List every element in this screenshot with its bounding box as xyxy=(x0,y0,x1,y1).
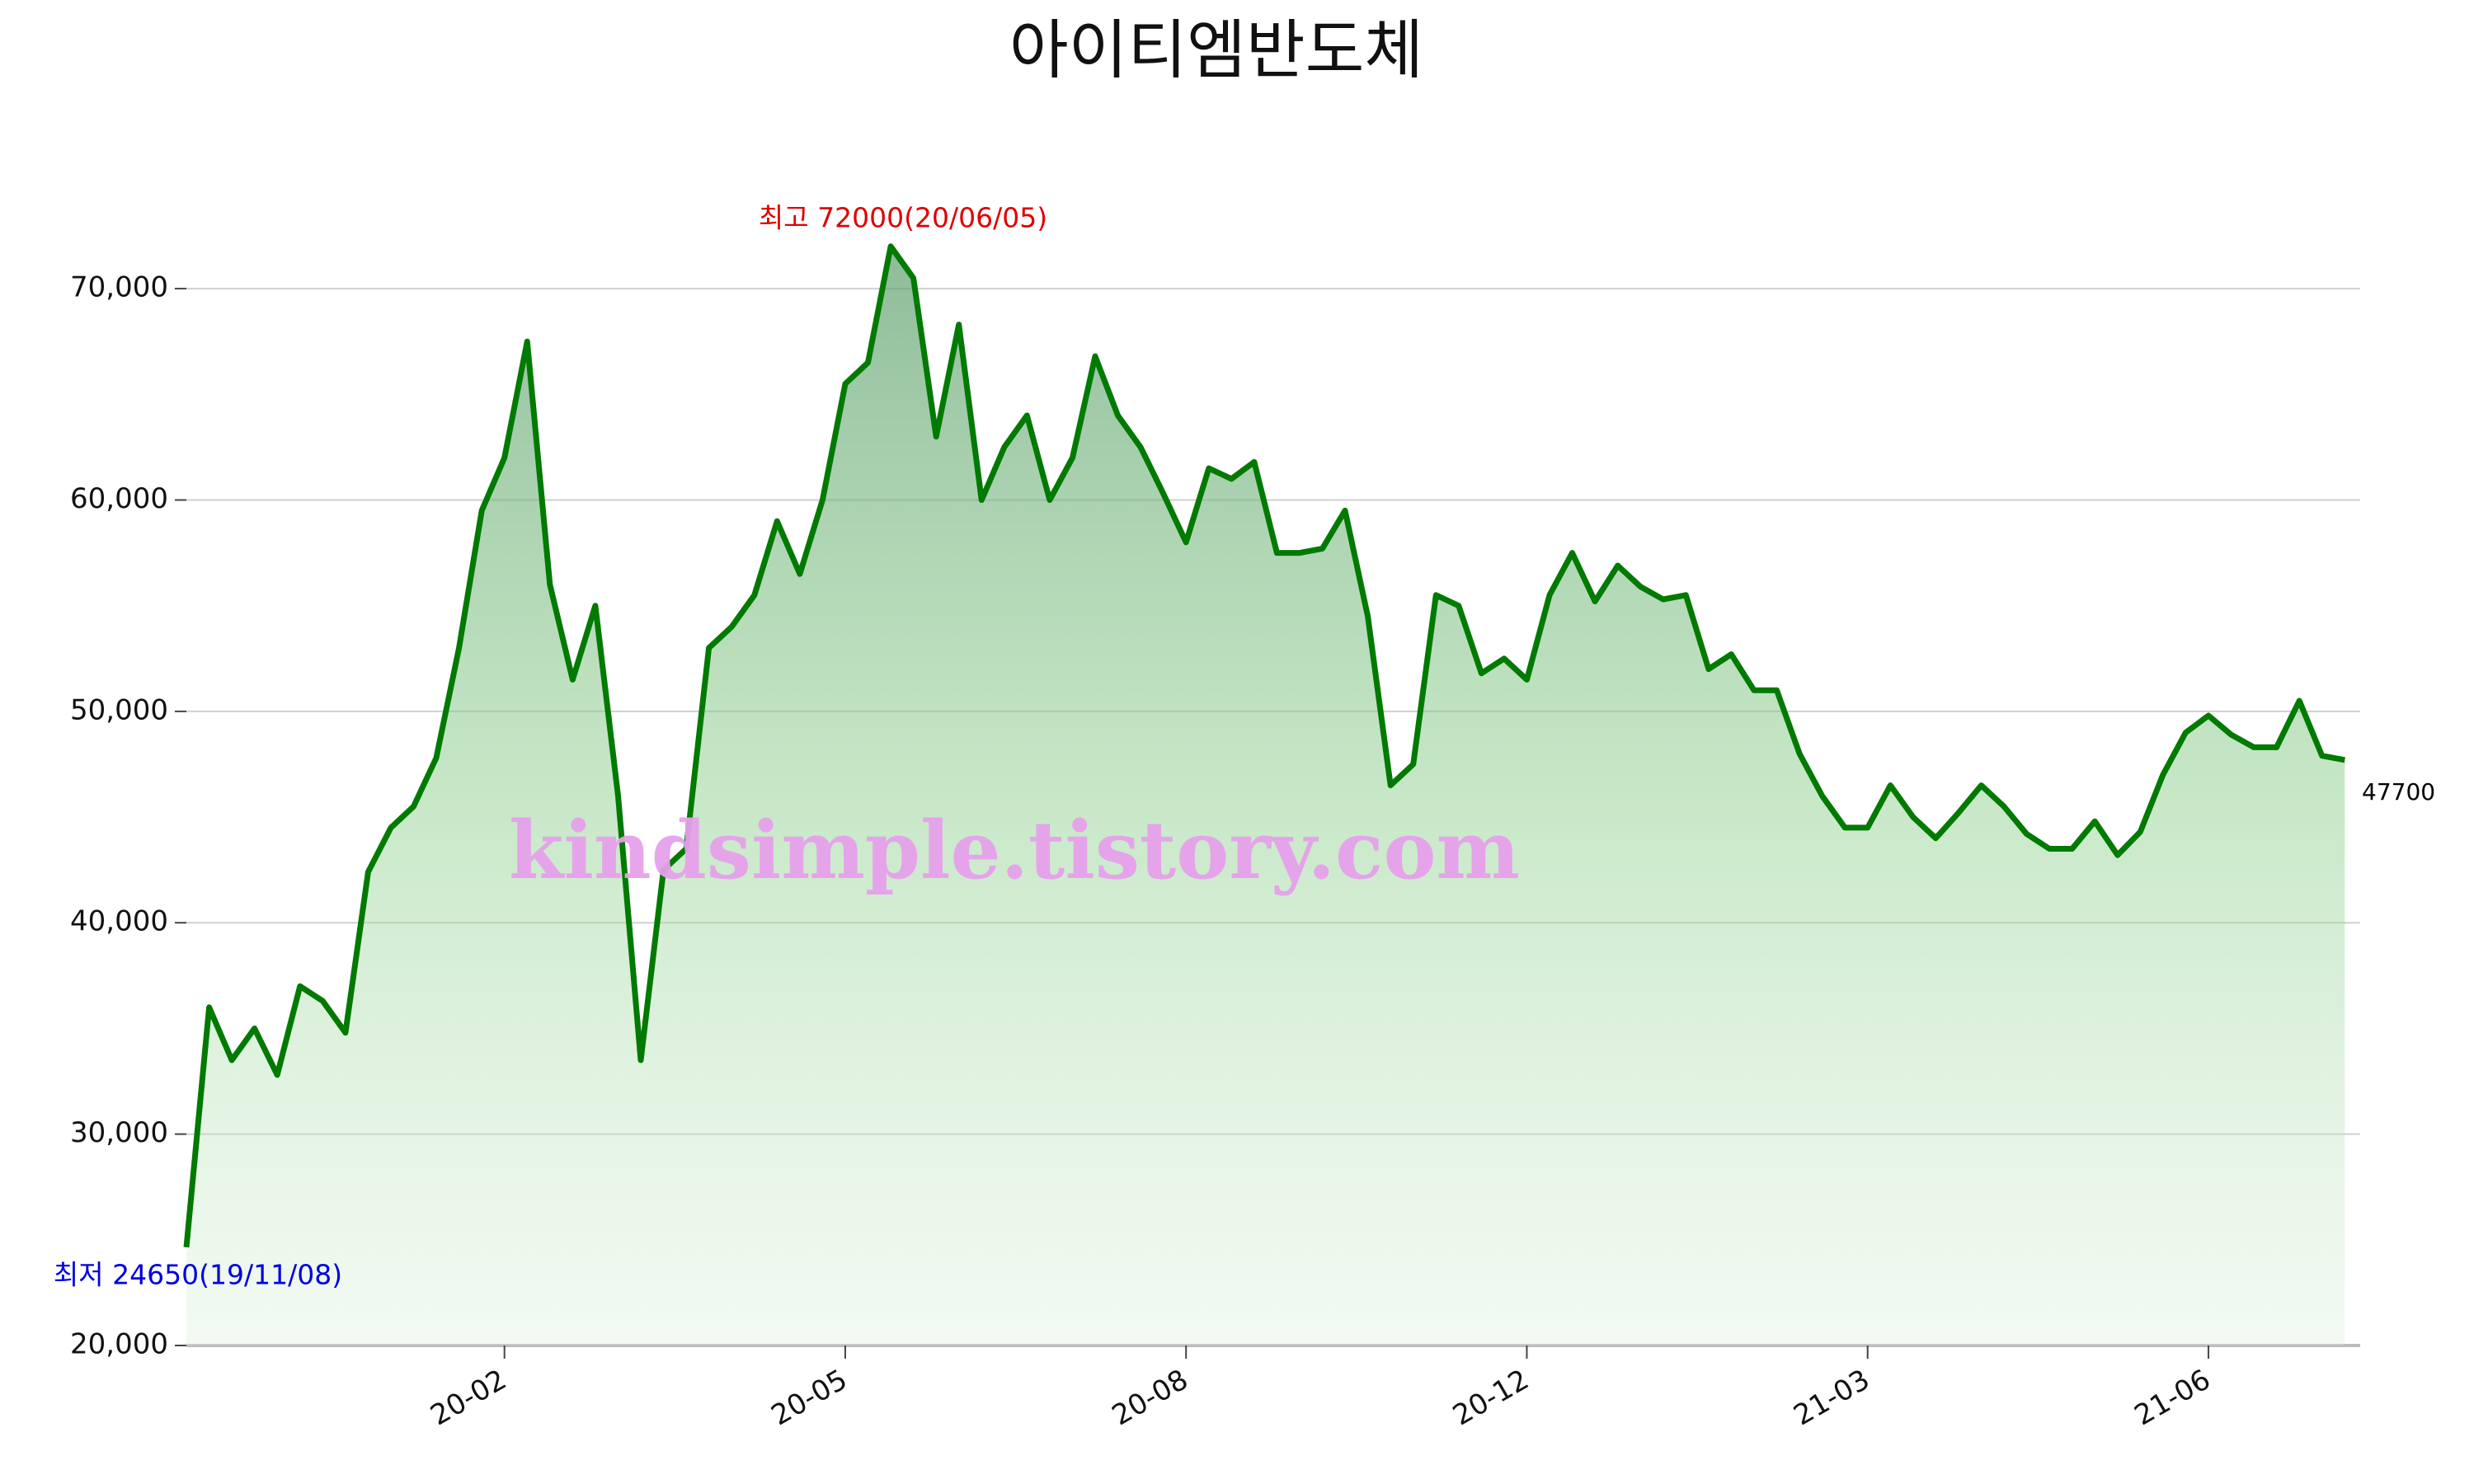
chart-title: 아이티엠반도체 xyxy=(1009,13,1423,87)
y-tick-label: 30,000 xyxy=(70,1116,168,1149)
y-tick-label: 70,000 xyxy=(70,271,168,304)
annotation: 47700 xyxy=(2362,778,2435,805)
annotation: 최저 24650(19/11/08) xyxy=(54,1259,342,1291)
x-tick-label: 20-02 xyxy=(425,1363,512,1432)
x-tick-label: 20-12 xyxy=(1447,1363,1535,1432)
watermark: kindsimple.tistory.com xyxy=(509,804,1520,897)
y-tick-label: 40,000 xyxy=(70,905,168,938)
x-tick-label: 20-05 xyxy=(766,1363,854,1432)
x-tick-label: 21-06 xyxy=(2129,1363,2217,1432)
y-tick-label: 20,000 xyxy=(70,1328,168,1361)
x-tick-label: 21-03 xyxy=(1788,1363,1875,1432)
area-fill xyxy=(186,246,2345,1345)
price-line xyxy=(183,243,2345,1248)
annotation: 최고 72000(20/06/05) xyxy=(759,202,1047,234)
y-tick-label: 60,000 xyxy=(70,482,168,515)
y-tick-label: 50,000 xyxy=(70,693,168,726)
x-tick-label: 20-08 xyxy=(1107,1363,1194,1432)
